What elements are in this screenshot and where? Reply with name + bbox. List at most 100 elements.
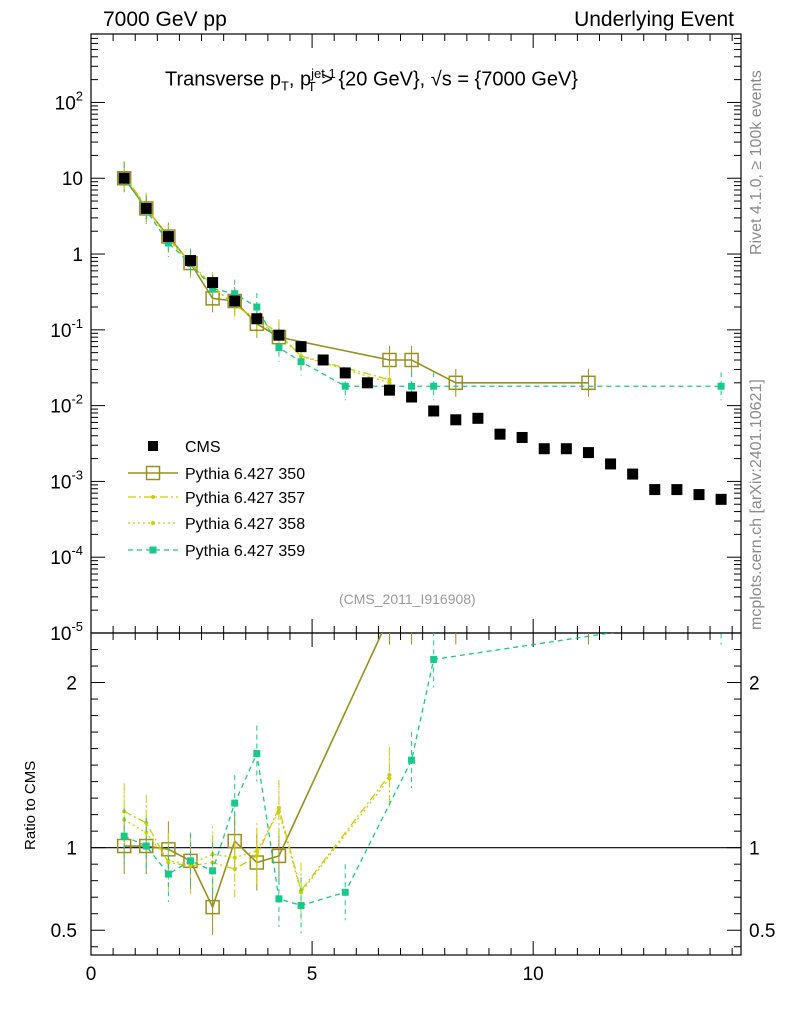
mc-marker — [408, 756, 416, 764]
mc-marker — [253, 303, 261, 311]
cms-data-point — [428, 405, 440, 417]
mc-marker — [145, 465, 161, 481]
mc-marker — [276, 809, 281, 814]
mc-curve-1 — [123, 177, 589, 384]
x-tick-label: 10 — [523, 964, 544, 985]
mc-marker — [275, 895, 283, 903]
mc-marker — [717, 382, 725, 390]
mc-marker — [449, 610, 462, 623]
y-tick-label: 10-4 — [50, 543, 83, 569]
mc-marker — [387, 776, 392, 781]
cms-data-point — [229, 295, 241, 307]
mc-marker — [254, 853, 259, 858]
mc-marker — [142, 842, 150, 850]
y-tick-exponent: -4 — [71, 543, 83, 558]
mc-marker — [149, 546, 157, 554]
y-tick-label: 10-3 — [50, 467, 83, 493]
mc-marker — [151, 521, 155, 525]
ratio-tick-label: 1 — [66, 839, 77, 860]
legend-entry-cms: CMS — [185, 439, 221, 456]
cms-data-point — [472, 412, 484, 424]
mc-marker — [232, 855, 237, 860]
plot-title: Transverse pT, pjet 1T > {20 GeV}, √s = … — [165, 66, 578, 94]
y-tick-label: 10-5 — [50, 619, 83, 645]
mc-marker — [718, 613, 725, 620]
mc-marker — [232, 867, 237, 872]
mc-marker — [151, 495, 155, 499]
mc-marker — [144, 830, 149, 835]
cms-data-point — [339, 367, 351, 379]
cms-data-point — [516, 431, 528, 443]
y-tick-exponent: 2 — [76, 88, 83, 103]
analysis-tag: (CMS_2011_I916908) — [339, 591, 476, 607]
ratio-tick-label: 0.5 — [51, 921, 77, 942]
cms-data-point — [251, 313, 263, 325]
mc-marker — [408, 382, 416, 390]
cms-data-point — [273, 329, 285, 341]
y-tick-exponent: -1 — [71, 316, 83, 331]
rivet-version-label: Rivet 4.1.0, ≥ 100k events — [748, 70, 765, 255]
y-tick-label: 102 — [55, 88, 83, 114]
cms-data-point — [317, 354, 329, 366]
cms-data-point — [207, 277, 219, 289]
mc-marker — [164, 239, 172, 247]
cms-data-point — [295, 341, 307, 353]
cms-data-point — [538, 443, 550, 455]
mc-marker — [582, 610, 595, 623]
cms-data-point — [693, 489, 705, 501]
y-tick-exponent: -2 — [71, 392, 83, 407]
cms-data-point — [140, 202, 152, 214]
mc-marker — [254, 848, 259, 853]
mc-ratio-curve-1 — [124, 633, 383, 910]
cms-data-point — [715, 493, 727, 505]
ratio-tick-label-right: 2 — [749, 674, 760, 695]
y-tick-label: 1 — [72, 245, 83, 266]
mc-marker — [405, 610, 418, 623]
cms-data-point — [162, 231, 174, 243]
cms-data-point — [450, 414, 462, 426]
cms-data-point — [494, 428, 506, 440]
y-tick-label: 10-1 — [50, 316, 83, 342]
mc-marker — [581, 375, 596, 391]
y-tick-label: 10-2 — [50, 392, 83, 418]
cms-data-point — [582, 447, 594, 459]
x-tick-label: 0 — [86, 964, 97, 985]
cms-data-point — [118, 172, 130, 184]
cms-data-point — [361, 377, 373, 389]
mc-marker — [297, 901, 305, 909]
legend-entry-p358: Pythia 6.427 358 — [185, 516, 306, 533]
mc-marker — [404, 352, 419, 368]
mc-marker — [387, 380, 392, 385]
mc-ratio-curve-3 — [123, 777, 390, 894]
legend-entry-p357: Pythia 6.427 357 — [185, 490, 306, 507]
mc-marker — [120, 832, 128, 840]
cms-data-point — [627, 468, 639, 480]
y-tick-exponent: -5 — [71, 619, 83, 634]
legend-entry-p350: Pythia 6.427 350 — [185, 466, 306, 483]
header-left: 7000 GeV pp — [103, 8, 227, 31]
mc-marker — [231, 799, 239, 807]
mcplots-source-label: mcplots.cern.ch [arXiv:2401.10621] — [748, 379, 765, 630]
cms-data-point — [184, 255, 196, 267]
cms-data-point — [605, 458, 617, 470]
cms-data-point — [560, 443, 572, 455]
mc-marker — [383, 610, 396, 623]
legend-entry-p359: Pythia 6.427 359 — [185, 543, 306, 560]
mc-marker — [430, 655, 438, 663]
mc-marker — [166, 858, 171, 863]
mc-curve-3 — [123, 174, 390, 384]
ratio-ylabel: Ratio to CMS — [22, 760, 39, 850]
mc-marker — [271, 848, 287, 864]
ratio-tick-label-right: 1 — [749, 839, 760, 860]
mc-marker — [297, 358, 305, 366]
ratio-plot-area — [116, 610, 725, 936]
mc-marker — [275, 344, 283, 352]
ratio-frame — [90, 632, 742, 956]
cms-data-point — [671, 484, 683, 496]
mc-marker — [448, 375, 464, 391]
mc-marker — [209, 867, 217, 875]
cms-data-point — [383, 384, 395, 396]
main-plot-area — [116, 161, 727, 505]
mc-marker — [231, 290, 239, 298]
